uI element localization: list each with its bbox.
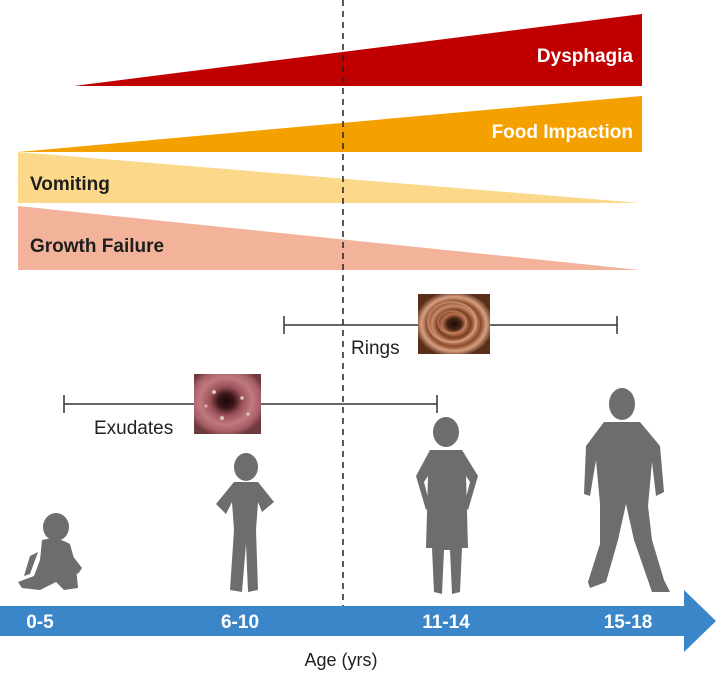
growth-failure-wedge [18,206,640,270]
axis-title: Age (yrs) [304,650,377,670]
endoscopy-rings-image [418,294,490,354]
vomiting-wedge [18,152,640,203]
teen-silhouette [584,388,670,592]
infant-silhouette [18,513,82,590]
dysphagia-wedge [74,14,642,86]
rings-label: Rings [351,338,400,359]
age-group-label-3: 15-18 [604,612,653,633]
preteen-silhouette [416,417,478,594]
vomiting-label: Vomiting [30,174,110,195]
child-silhouette [216,453,274,592]
age-group-label-2: 11-14 [422,612,470,633]
endoscopy-exudates-image [194,374,261,434]
growth-failure-label: Growth Failure [30,236,164,257]
dysphagia-label: Dysphagia [537,46,634,67]
exudates-range: Exudates [63,374,438,439]
food-impaction-wedge [18,96,642,152]
exudates-label: Exudates [94,418,173,439]
age-group-label-0: 0-5 [26,612,54,633]
rings-range: Rings [283,294,618,359]
age-group-label-1: 6-10 [221,612,259,633]
age-axis-arrow [0,590,716,652]
food-impaction-label: Food Impaction [492,122,633,143]
